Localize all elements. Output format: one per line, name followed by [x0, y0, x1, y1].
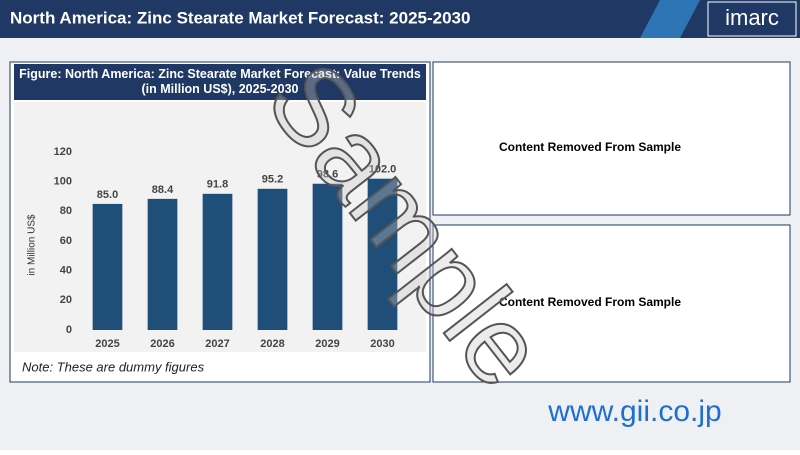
- x-tick-label: 2028: [260, 338, 284, 350]
- y-tick-label: 60: [60, 235, 72, 247]
- panel-text: Content Removed From Sample: [499, 295, 681, 309]
- value-label: 95.2: [262, 174, 283, 186]
- chart-title-box: [14, 64, 426, 100]
- header-title: North America: Zinc Stearate Market Fore…: [10, 8, 470, 27]
- y-tick-label: 80: [60, 205, 72, 217]
- logo: imarc: [725, 5, 779, 30]
- x-tick-label: 2026: [150, 338, 174, 350]
- value-label: 98.6: [317, 169, 338, 181]
- bar: [147, 198, 178, 330]
- header-accent: [640, 0, 700, 38]
- y-tick-label: 40: [60, 265, 72, 277]
- bar: [367, 178, 398, 330]
- y-tick-label: 100: [54, 176, 72, 188]
- x-tick-label: 2030: [370, 338, 394, 350]
- footer-url: www.gii.co.jp: [547, 395, 721, 428]
- x-tick-label: 2027: [205, 338, 229, 350]
- x-tick-label: 2025: [95, 338, 119, 350]
- bar: [257, 188, 288, 330]
- note: Note: These are dummy figures: [22, 359, 205, 374]
- value-label: 88.4: [152, 184, 174, 196]
- panel: [432, 61, 791, 216]
- y-tick-label: 20: [60, 294, 72, 306]
- y-tick-label: 0: [66, 324, 72, 336]
- bar: [312, 183, 343, 330]
- panel-text: Content Removed From Sample: [499, 140, 681, 154]
- y-tick-label: 120: [54, 146, 72, 158]
- y-axis-label: in Million US$: [27, 214, 38, 276]
- panel: [432, 224, 791, 383]
- bar: [92, 203, 123, 330]
- chart-title-wrap: Figure: North America: Zinc Stearate Mar…: [19, 67, 421, 96]
- value-label: 91.8: [207, 179, 228, 191]
- chart-title: Figure: North America: Zinc Stearate Mar…: [19, 67, 421, 96]
- value-label: 85.0: [97, 189, 118, 201]
- logo-box: [707, 1, 797, 37]
- x-tick-label: 2029: [315, 338, 339, 350]
- value-label: 102.0: [369, 164, 397, 176]
- bar: [202, 193, 233, 330]
